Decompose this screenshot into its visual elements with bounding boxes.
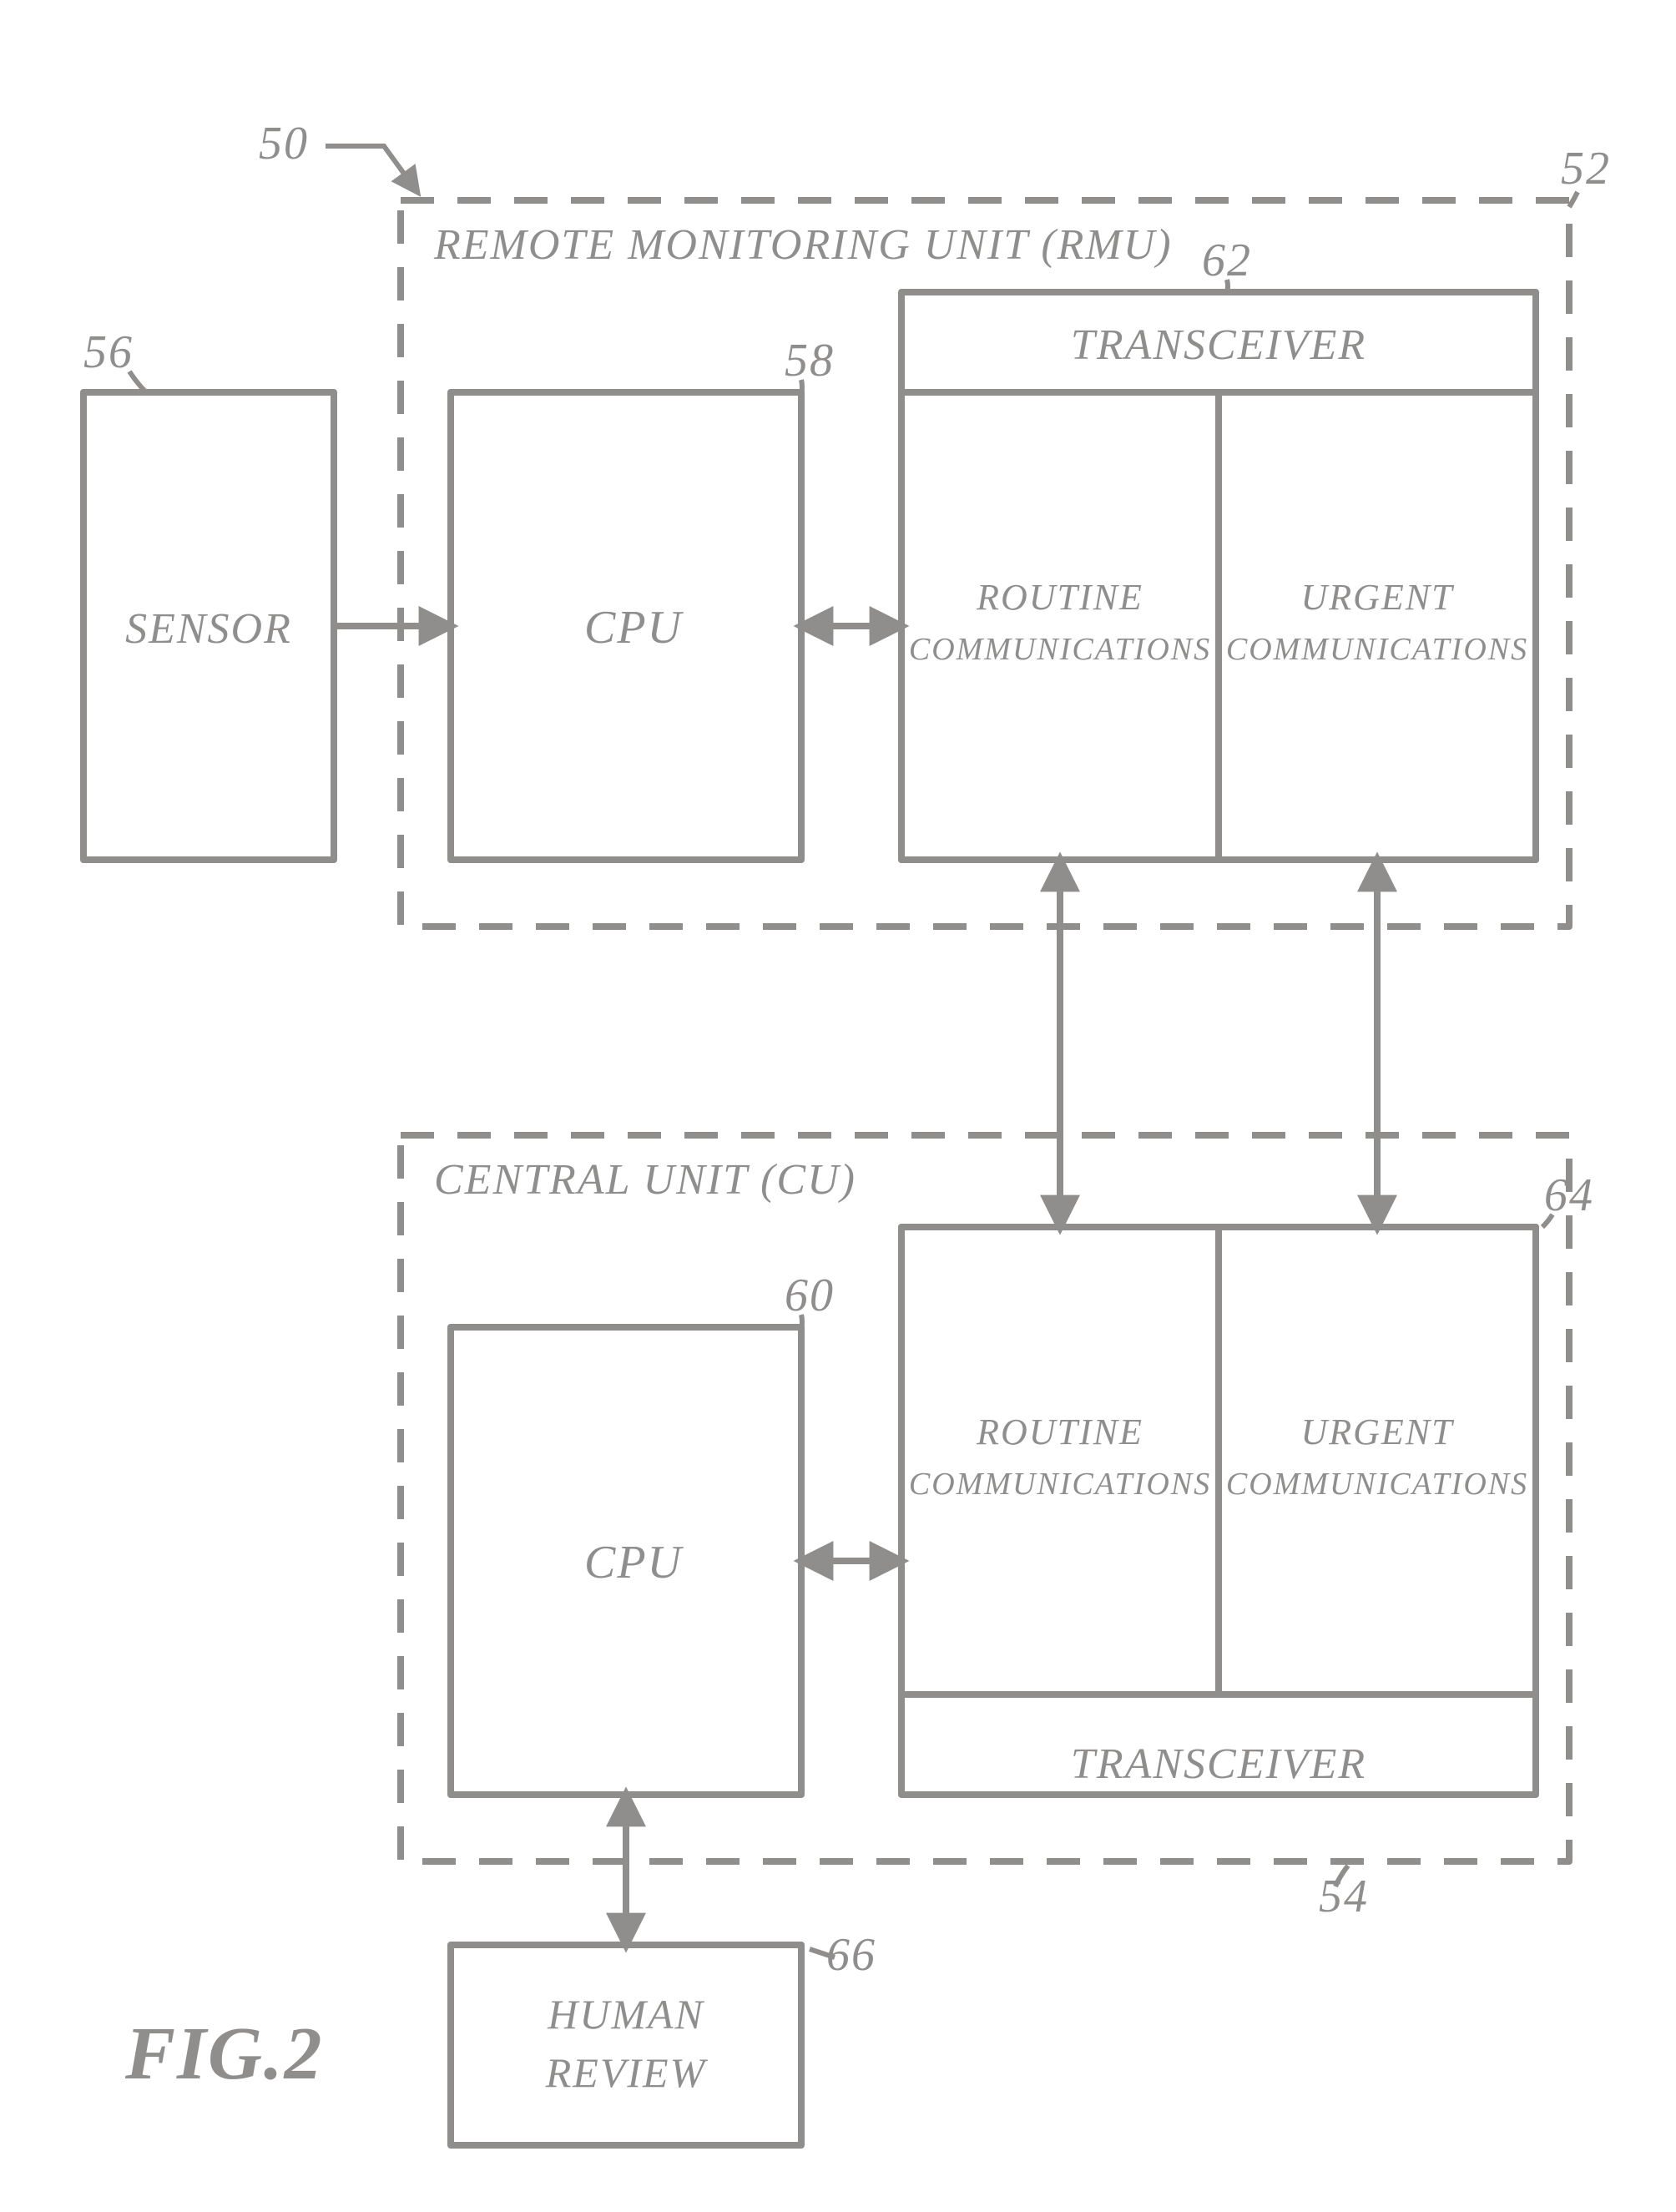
sensor-label: SENSOR	[125, 605, 292, 653]
ref-58: 58	[785, 335, 835, 386]
cu-urgent-line2: COMMUNICATIONS	[1226, 1467, 1528, 1502]
ref-60: 60	[785, 1270, 835, 1321]
figure-label: FIG.2	[124, 2013, 324, 2095]
cu-urgent-line1: URGENT	[1300, 1412, 1455, 1452]
ref-56: 56	[83, 326, 134, 378]
ref-50: 50	[259, 118, 309, 169]
ref-64: 64	[1544, 1169, 1594, 1221]
cu-routine-line2: COMMUNICATIONS	[909, 1467, 1211, 1502]
cu-routine-line1: ROUTINE	[976, 1412, 1143, 1452]
rmu-urgent-box	[1219, 392, 1536, 860]
human-review-line1: HUMAN	[547, 1991, 704, 2038]
rmu-title: REMOTE MONITORING UNIT (RMU)	[433, 221, 1173, 269]
ref-54: 54	[1319, 1871, 1369, 1922]
rmu-urgent-line2: COMMUNICATIONS	[1226, 632, 1528, 667]
cu-routine-box	[901, 1227, 1219, 1694]
cu-cpu-label: CPU	[584, 1537, 684, 1588]
cu-title: CENTRAL UNIT (CU)	[434, 1156, 856, 1204]
human-review-box	[451, 1945, 801, 2145]
rmu-transceiver-label: TRANSCEIVER	[1071, 321, 1366, 369]
rmu-routine-line2: COMMUNICATIONS	[909, 632, 1211, 667]
human-review-line2: REVIEW	[545, 2049, 709, 2096]
cu-transceiver-label: TRANSCEIVER	[1071, 1740, 1366, 1788]
ref-60-leader	[801, 1315, 802, 1331]
cu-urgent-box	[1219, 1227, 1536, 1694]
rmu-cpu-label: CPU	[584, 602, 684, 654]
ref-52: 52	[1561, 143, 1611, 194]
rmu-routine-box	[901, 392, 1219, 860]
ref-50-leader	[326, 146, 417, 192]
ref-58-leader	[801, 380, 802, 396]
rmu-urgent-line1: URGENT	[1300, 577, 1455, 618]
rmu-container	[401, 200, 1569, 927]
ref-62-leader	[1227, 280, 1228, 292]
ref-62: 62	[1202, 235, 1252, 286]
rmu-routine-line1: ROUTINE	[976, 577, 1143, 618]
